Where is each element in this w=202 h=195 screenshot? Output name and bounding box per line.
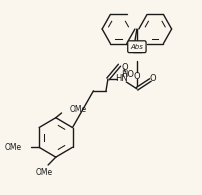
Text: HO: HO bbox=[121, 70, 134, 79]
FancyBboxPatch shape bbox=[128, 41, 146, 53]
Text: O: O bbox=[134, 72, 140, 81]
Text: OMe: OMe bbox=[36, 168, 53, 177]
Text: O: O bbox=[150, 74, 157, 83]
Text: O: O bbox=[121, 63, 128, 72]
Text: OMe: OMe bbox=[69, 105, 86, 114]
Text: HN: HN bbox=[115, 74, 128, 83]
Text: OMe: OMe bbox=[5, 143, 22, 152]
Text: Abs: Abs bbox=[130, 44, 143, 50]
